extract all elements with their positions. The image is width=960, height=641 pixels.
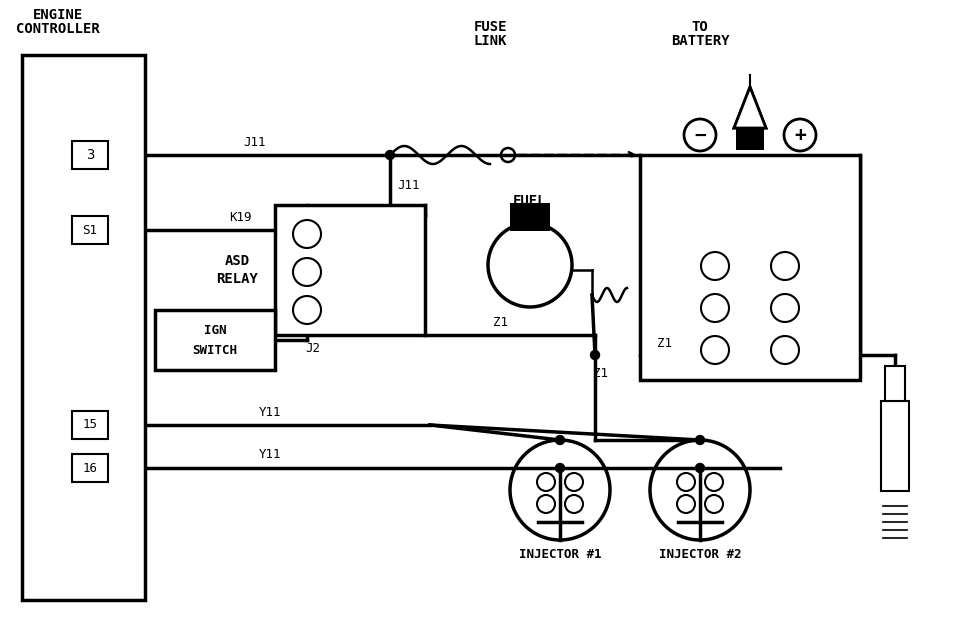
Bar (510, 203, 550, 231)
Bar (72, 141, 108, 169)
Text: SWITCH: SWITCH (193, 344, 237, 356)
Text: TO: TO (691, 20, 708, 34)
Bar (155, 310, 275, 370)
Bar (275, 205, 425, 335)
Text: Z1: Z1 (492, 315, 508, 328)
Text: J11: J11 (244, 135, 266, 149)
Text: 16: 16 (83, 462, 98, 474)
Text: Z1: Z1 (658, 337, 673, 349)
Text: FUEL: FUEL (514, 194, 547, 208)
Text: Z1: Z1 (592, 367, 608, 379)
Text: Y11: Y11 (259, 449, 281, 462)
Bar (72, 454, 108, 482)
Circle shape (386, 151, 395, 160)
Text: ASD: ASD (225, 254, 250, 268)
Polygon shape (734, 87, 766, 128)
Circle shape (556, 463, 564, 472)
Text: −: − (694, 126, 706, 144)
Text: +: + (794, 126, 805, 144)
Text: Y11: Y11 (259, 406, 281, 419)
Text: INJECTOR #2: INJECTOR #2 (659, 547, 741, 560)
Text: J2: J2 (305, 342, 321, 354)
Bar (885, 366, 905, 401)
Bar (640, 155, 860, 380)
Text: BATTERY: BATTERY (671, 34, 730, 48)
Text: PUMP: PUMP (514, 207, 547, 221)
Text: S1: S1 (83, 224, 98, 237)
Circle shape (556, 435, 564, 444)
Text: ENGINE: ENGINE (33, 8, 84, 22)
Text: INJECTOR #1: INJECTOR #1 (518, 547, 601, 560)
Text: CONTROLLER: CONTROLLER (16, 22, 100, 36)
Text: RELAY: RELAY (216, 272, 258, 286)
Text: J11: J11 (397, 178, 420, 192)
Text: 3: 3 (85, 148, 94, 162)
Circle shape (695, 463, 705, 472)
Circle shape (590, 351, 599, 360)
Text: 15: 15 (83, 419, 98, 431)
Text: K19: K19 (228, 210, 252, 224)
Bar (72, 411, 108, 439)
Text: IGN: IGN (204, 324, 227, 337)
Bar (881, 401, 909, 491)
Bar (22, 55, 145, 600)
Polygon shape (734, 87, 766, 128)
Text: LINK: LINK (473, 34, 507, 48)
Bar (72, 216, 108, 244)
Circle shape (695, 435, 705, 444)
Bar (736, 128, 764, 150)
Text: FUSE: FUSE (473, 20, 507, 34)
